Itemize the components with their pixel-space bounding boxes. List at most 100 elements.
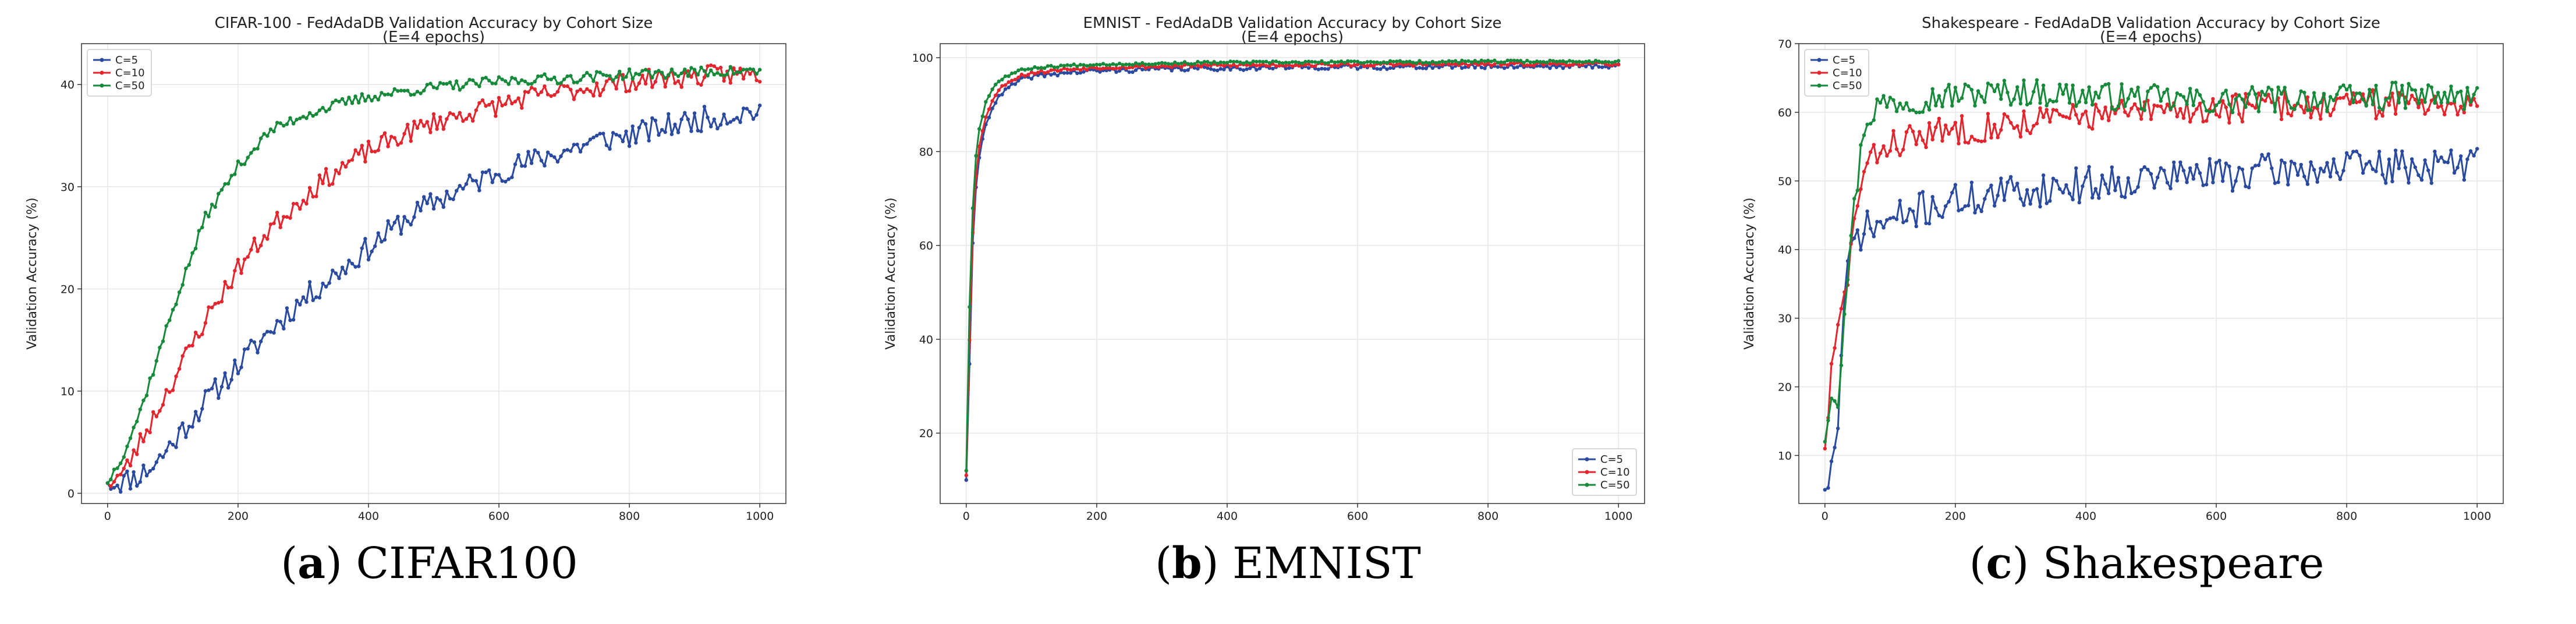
data-point: [709, 68, 713, 72]
data-point: [1320, 59, 1324, 63]
data-point: [2276, 180, 2280, 185]
data-point: [1953, 120, 1958, 125]
data-point: [2312, 168, 2316, 172]
data-point: [1937, 116, 1941, 120]
data-point: [193, 246, 198, 250]
data-point: [1355, 67, 1360, 71]
data-point: [1473, 61, 1477, 65]
data-point: [1515, 59, 1519, 63]
data-point: [1023, 68, 1027, 72]
data-point: [984, 100, 988, 104]
data-point: [1114, 70, 1118, 75]
data-point: [431, 207, 436, 211]
data-point: [1855, 188, 1859, 193]
data-point: [2067, 116, 2072, 120]
data-point: [2224, 105, 2228, 109]
data-point: [295, 201, 299, 206]
y-tick-label: 10: [1778, 449, 1792, 462]
data-point: [1499, 60, 1503, 64]
data-point: [712, 64, 717, 68]
data-point: [184, 267, 188, 271]
data-point: [624, 75, 628, 79]
data-point: [2468, 100, 2473, 104]
data-point: [1408, 59, 1412, 63]
data-point: [2087, 85, 2091, 89]
data-point: [555, 90, 560, 94]
y-tick-label: 100: [912, 52, 933, 65]
data-point: [1476, 63, 1480, 67]
data-point: [1927, 108, 1932, 112]
caption-text: CIFAR100: [356, 538, 578, 588]
data-point: [461, 85, 465, 89]
data-point: [1401, 60, 1405, 65]
data-point: [1983, 100, 1987, 104]
data-point: [1101, 62, 1105, 66]
data-point: [582, 143, 586, 147]
data-point: [2048, 199, 2052, 203]
data-point: [745, 107, 749, 111]
y-tick-label: 70: [1778, 38, 1792, 51]
data-point: [2309, 115, 2313, 120]
data-point: [990, 107, 994, 111]
legend-marker: [1817, 58, 1822, 62]
x-tick-label: 0: [1822, 510, 1829, 523]
data-point: [337, 171, 341, 176]
data-point: [2205, 182, 2209, 187]
data-point: [2380, 172, 2384, 177]
data-point: [467, 77, 472, 81]
data-point: [1943, 88, 1948, 93]
data-point: [1395, 62, 1399, 67]
data-point: [2022, 78, 2026, 83]
x-tick-label: 400: [1217, 510, 1238, 523]
data-point: [754, 78, 759, 83]
data-point: [1901, 107, 1905, 111]
data-point: [702, 75, 707, 80]
data-point: [1339, 59, 1344, 63]
data-point: [2038, 101, 2042, 105]
data-point: [2354, 149, 2359, 154]
legend-label: C=10: [1600, 466, 1630, 478]
data-point: [1548, 62, 1552, 66]
data-point: [474, 179, 478, 183]
data-point: [2237, 165, 2241, 170]
data-point: [219, 385, 224, 389]
data-point: [569, 74, 573, 78]
data-point: [2244, 91, 2248, 96]
data-point: [601, 132, 605, 136]
data-point: [1140, 61, 1145, 65]
data-point: [2361, 171, 2365, 175]
data-point: [2110, 107, 2114, 111]
data-point: [594, 70, 599, 74]
data-point: [435, 127, 439, 131]
data-point: [2419, 87, 2424, 92]
data-point: [461, 187, 465, 191]
data-point: [1379, 61, 1383, 65]
data-point: [2439, 104, 2443, 108]
data-point: [471, 78, 475, 82]
data-point: [526, 82, 530, 86]
data-point: [699, 65, 703, 70]
data-point: [1147, 62, 1151, 66]
data-point: [1947, 132, 1951, 136]
data-point: [1544, 61, 1549, 65]
data-point: [1209, 61, 1213, 65]
data-point: [1950, 126, 1954, 131]
data-point: [2054, 108, 2058, 112]
data-point: [964, 473, 968, 477]
data-point: [258, 243, 263, 247]
data-point: [1404, 60, 1409, 64]
data-point: [1839, 363, 1843, 367]
data-point: [409, 93, 413, 97]
data-point: [1918, 130, 1922, 134]
data-point: [1881, 226, 1886, 230]
data-point: [2465, 157, 2469, 161]
data-point: [1996, 135, 2000, 140]
data-point: [161, 339, 165, 343]
data-point: [1235, 59, 1239, 64]
data-point: [689, 75, 693, 79]
series-line: [965, 59, 1619, 471]
legend-label: C=5: [1600, 453, 1623, 466]
data-point: [347, 258, 351, 263]
data-point: [2462, 178, 2466, 182]
data-point: [2044, 108, 2049, 112]
